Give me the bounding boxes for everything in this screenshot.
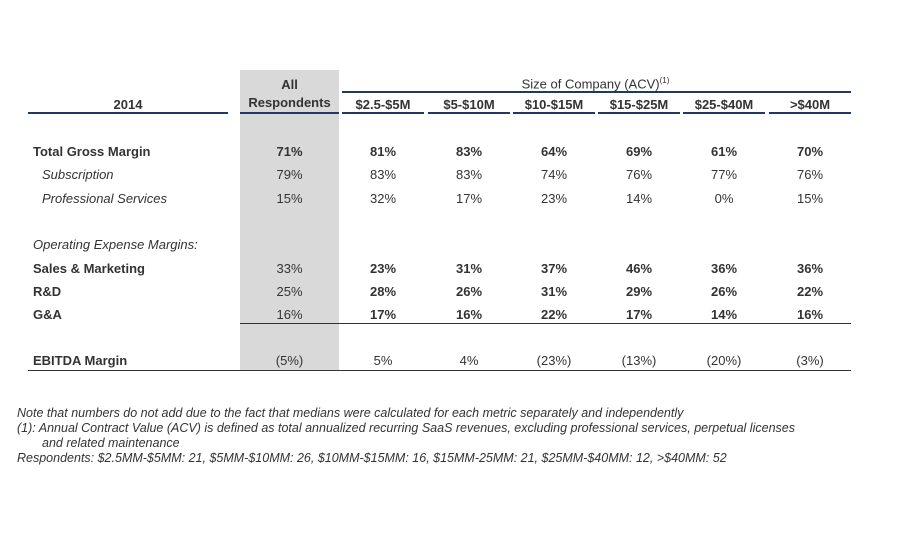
table-cell: 22% xyxy=(540,307,568,322)
table-cell: 46% xyxy=(625,261,653,276)
table-cell: 32% xyxy=(369,191,397,206)
table-cell: 83% xyxy=(369,167,397,182)
table-cell: 14% xyxy=(710,307,738,322)
table-cell: 16% xyxy=(455,307,483,322)
row-label: Subscription xyxy=(42,167,114,182)
ga-separator-line xyxy=(240,323,851,324)
table-cell: 76% xyxy=(796,167,824,182)
table-cell: 23% xyxy=(369,261,397,276)
column-header: >$40M xyxy=(789,97,831,112)
size-of-company-header: Size of Company (ACV)(1) xyxy=(521,76,670,92)
table-cell: 76% xyxy=(625,167,653,182)
table-cell: 74% xyxy=(540,167,568,182)
table-cell: 16% xyxy=(796,307,824,322)
table-cell: 16% xyxy=(276,307,303,322)
table-cell: 31% xyxy=(455,261,483,276)
table-cell: 26% xyxy=(710,284,738,299)
note-respondents: Respondents: $2.5MM-$5MM: 21, $5MM-$10MM… xyxy=(17,451,727,465)
column-header: $5-$10M xyxy=(443,97,495,112)
table-cell: 26% xyxy=(455,284,483,299)
column-header-underline xyxy=(513,112,595,114)
table-cell: 14% xyxy=(625,191,653,206)
table-cell: 22% xyxy=(796,284,824,299)
row-label: Professional Services xyxy=(42,191,167,206)
note-medians: Note that numbers do not add due to the … xyxy=(17,406,684,420)
size-group-underline xyxy=(342,91,851,93)
table-cell: (23%) xyxy=(536,353,572,368)
column-header: $2.5-$5M xyxy=(355,97,411,112)
table-cell: 71% xyxy=(276,144,303,159)
row-label: EBITDA Margin xyxy=(33,353,128,368)
table-cell: 28% xyxy=(369,284,397,299)
row-label: Total Gross Margin xyxy=(33,144,151,159)
column-header-underline xyxy=(769,112,851,114)
table-cell: 79% xyxy=(276,167,303,182)
table-cell: 0% xyxy=(714,191,734,206)
table-cell: 83% xyxy=(455,167,483,182)
table-cell: 15% xyxy=(276,191,303,206)
table-cell: 17% xyxy=(369,307,397,322)
table-cell: 64% xyxy=(540,144,568,159)
column-header-underline xyxy=(342,112,424,114)
table-cell: 69% xyxy=(625,144,653,159)
table-cell: 17% xyxy=(455,191,483,206)
ebitda-separator-line xyxy=(28,370,851,371)
table-cell: 5% xyxy=(373,353,393,368)
all-respondents-column-bg xyxy=(240,70,339,370)
column-header-underline xyxy=(428,112,510,114)
row-label: R&D xyxy=(33,284,62,299)
table-cell: 36% xyxy=(796,261,824,276)
table-cell: (5%) xyxy=(275,353,304,368)
row-label: G&A xyxy=(33,307,62,322)
column-header-underline xyxy=(598,112,680,114)
table-cell: 15% xyxy=(796,191,824,206)
column-header-underline xyxy=(683,112,765,114)
row-label: Sales & Marketing xyxy=(33,261,145,276)
all-respondents-header-line1: All xyxy=(281,77,298,92)
table-cell: 36% xyxy=(710,261,738,276)
table-cell: 81% xyxy=(369,144,397,159)
table-cell: 61% xyxy=(710,144,738,159)
table-cell: 4% xyxy=(459,353,479,368)
table-cell: 29% xyxy=(625,284,653,299)
row-label: Operating Expense Margins: xyxy=(33,237,198,252)
table-cell: 33% xyxy=(276,261,303,276)
table-cell: 31% xyxy=(540,284,568,299)
table-cell: 77% xyxy=(710,167,738,182)
year-header: 2014 xyxy=(113,97,143,112)
all-underline xyxy=(240,112,339,114)
note-acv-definition-cont: and related maintenance xyxy=(42,436,180,450)
note-acv-definition: (1): Annual Contract Value (ACV) is defi… xyxy=(17,421,795,435)
year-underline xyxy=(28,112,228,114)
table-cell: 23% xyxy=(540,191,568,206)
table-cell: (20%) xyxy=(706,353,742,368)
column-header: $25-$40M xyxy=(694,97,754,112)
table-cell: 37% xyxy=(540,261,568,276)
table-cell: 70% xyxy=(796,144,824,159)
table-cell: 25% xyxy=(276,284,303,299)
column-header: $15-$25M xyxy=(609,97,669,112)
table-cell: (3%) xyxy=(796,353,824,368)
footnotes: Note that numbers do not add due to the … xyxy=(17,406,889,466)
all-respondents-header-line2: Respondents xyxy=(248,95,331,110)
table-cell: (13%) xyxy=(621,353,657,368)
table-cell: 83% xyxy=(455,144,483,159)
table-cell: 17% xyxy=(625,307,653,322)
column-header: $10-$15M xyxy=(524,97,584,112)
